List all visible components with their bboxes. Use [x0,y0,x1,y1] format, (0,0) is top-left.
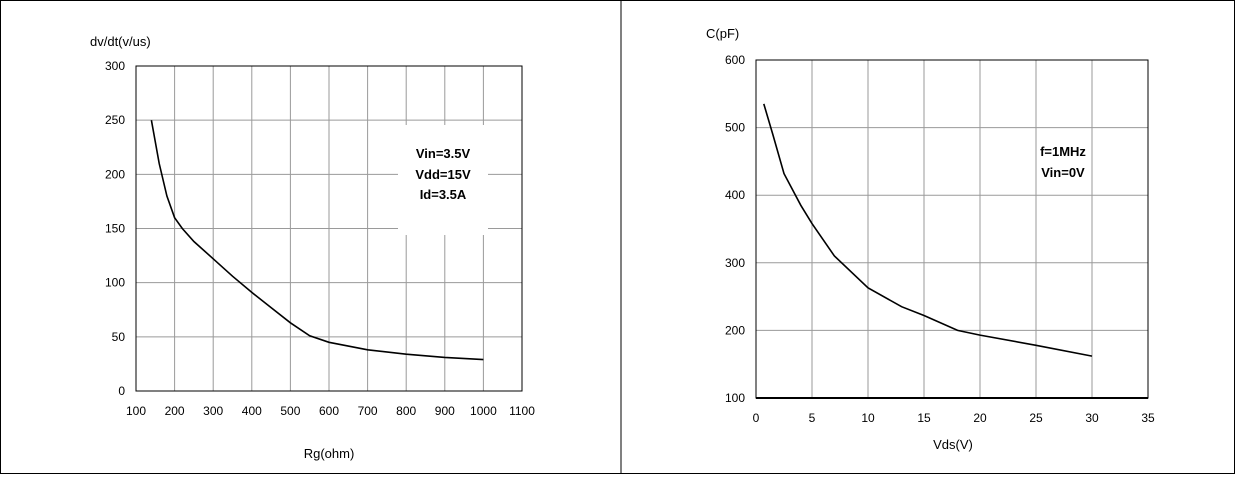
x-tick-label: 25 [1029,411,1043,425]
x-tick-label: 100 [126,404,146,418]
annotation-line: Vin=0V [1041,165,1085,180]
annotation-line: f=1MHz [1040,144,1086,159]
x-tick-label: 10 [861,411,875,425]
y-tick-label: 300 [105,59,125,73]
x-tick-label: 0 [753,411,760,425]
x-tick-label: 35 [1141,411,1155,425]
x-tick-label: 400 [242,404,262,418]
x-tick-label: 20 [973,411,987,425]
x-axis-label: Vds(V) [933,437,973,452]
y-tick-labels: 100 200 300 400 500 600 [725,53,745,405]
x-tick-label: 5 [809,411,816,425]
x-tick-label: 900 [435,404,455,418]
x-tick-label: 30 [1085,411,1099,425]
x-tick-label: 200 [165,404,185,418]
y-tick-labels: 0 50 100 150 200 250 300 [105,59,125,398]
plot-area [756,60,1148,398]
annotation-box: f=1MHz Vin=0V [1040,144,1086,180]
y-tick-label: 250 [105,113,125,127]
annotation-background [398,125,488,235]
annotation-line: Vin=3.5V [416,146,471,161]
series-line [150,120,484,361]
y-tick-label: 100 [105,276,125,290]
x-tick-label: 600 [319,404,339,418]
x-tick-label: 1000 [470,404,497,418]
x-tick-label: 300 [203,404,223,418]
x-tick-label: 800 [396,404,416,418]
x-tick-label: 1100 [509,404,535,418]
y-tick-label: 50 [112,330,126,344]
x-tick-label: 15 [917,411,931,425]
y-tick-label: 150 [105,222,125,236]
y-axis-label: dv/dt(v/us) [90,34,151,49]
y-tick-label: 500 [725,121,745,135]
annotation-box: Vin=3.5V Vdd=15V Id=3.5A [398,125,488,235]
annotation-line: Id=3.5A [420,187,467,202]
annotation-line: Vdd=15V [415,167,471,182]
chart-dvdt-vs-rg: Vin=3.5V Vdd=15V Id=3.5A 100 200 300 400 500… [90,34,535,461]
y-tick-label: 400 [725,188,745,202]
series-line [763,103,1093,357]
x-tick-label: 700 [358,404,378,418]
y-tick-label: 200 [105,167,125,181]
plot-frame [135,65,523,392]
chart-capacitance-vs-vds: f=1MHz Vin=0V 0 5 10 15 20 25 30 35 100 200 300 40… [706,26,1155,452]
x-axis-label: Rg(ohm) [304,446,355,461]
y-tick-label: 600 [725,53,745,67]
plot-frame [755,59,1149,399]
x-tick-label: 500 [280,404,300,418]
y-axis-label: C(pF) [706,26,739,41]
x-tick-labels: 0 5 10 15 20 25 30 35 [753,411,1155,425]
y-tick-label: 300 [725,256,745,270]
y-tick-label: 0 [118,384,125,398]
y-tick-label: 200 [725,323,745,337]
x-tick-labels: 100 200 300 400 500 600 700 800 900 1000 1100 [126,404,535,418]
y-tick-label: 100 [725,391,745,405]
